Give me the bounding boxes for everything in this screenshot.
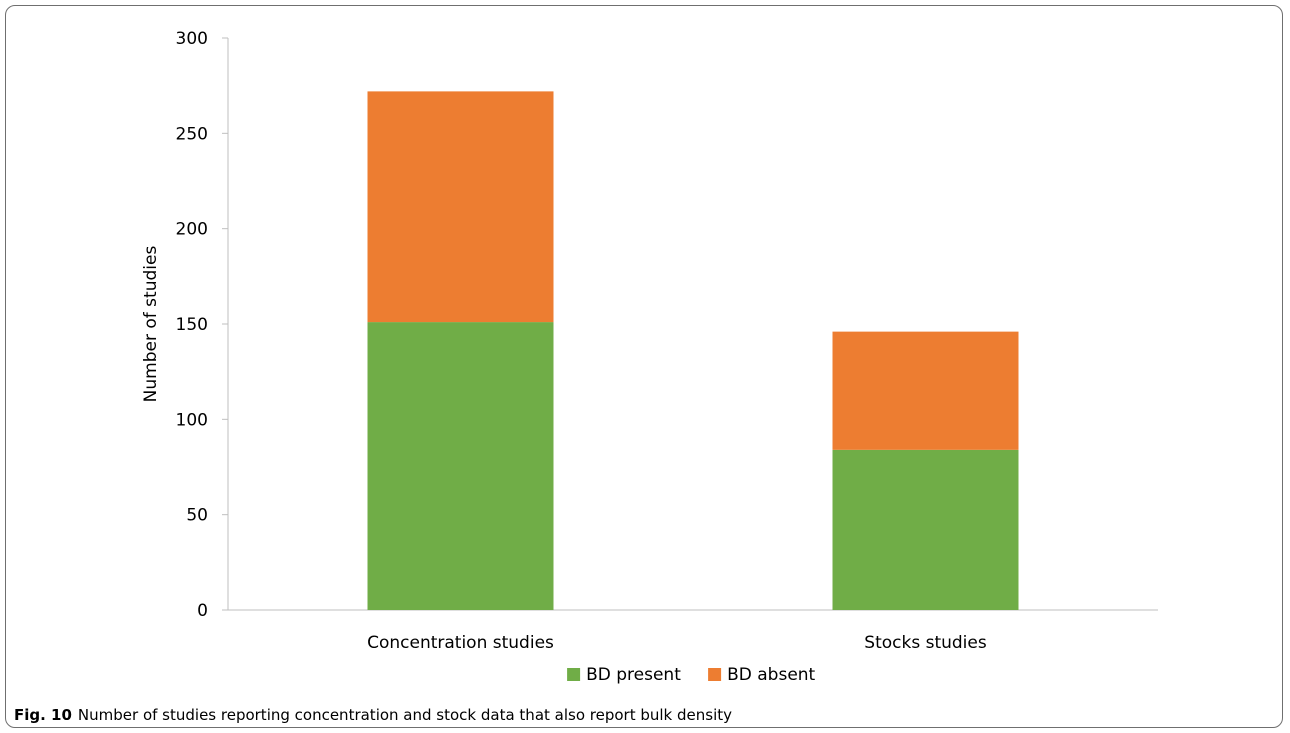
x-tick-label: Stocks studies [864, 633, 987, 653]
bar-bd-present-concentration [367, 322, 554, 610]
y-tick-label: 250 [176, 124, 208, 144]
x-tick-label: Concentration studies [367, 633, 554, 653]
y-tick-label: 200 [176, 220, 208, 240]
y-tick-label: 150 [176, 315, 208, 335]
y-axis-title: Number of studies [141, 246, 161, 403]
y-tick-label: 100 [176, 410, 208, 430]
y-tick-label: 0 [197, 601, 208, 621]
figure-caption: Fig. 10 Number of studies reporting conce… [14, 706, 732, 724]
y-tick-label: 50 [186, 506, 208, 526]
legend-swatch-bd-absent [708, 668, 722, 681]
bar-bd-present-stocks [832, 449, 1019, 610]
caption-label: Fig. 10 [14, 706, 72, 724]
legend-label-bd-absent: BD absent [727, 665, 815, 685]
stacked-bar-chart: Number of studies 0 50 100 150 200 250 300 Conc… [141, 29, 1158, 685]
bar-bd-absent-stocks [832, 331, 1019, 450]
bar-bd-absent-concentration [367, 91, 554, 323]
legend-label-bd-present: BD present [586, 665, 681, 685]
figure-frame [5, 5, 1283, 728]
y-tick-label: 300 [176, 29, 208, 49]
legend-swatch-bd-present [567, 668, 581, 681]
caption-text: Number of studies reporting concentratio… [77, 706, 733, 724]
